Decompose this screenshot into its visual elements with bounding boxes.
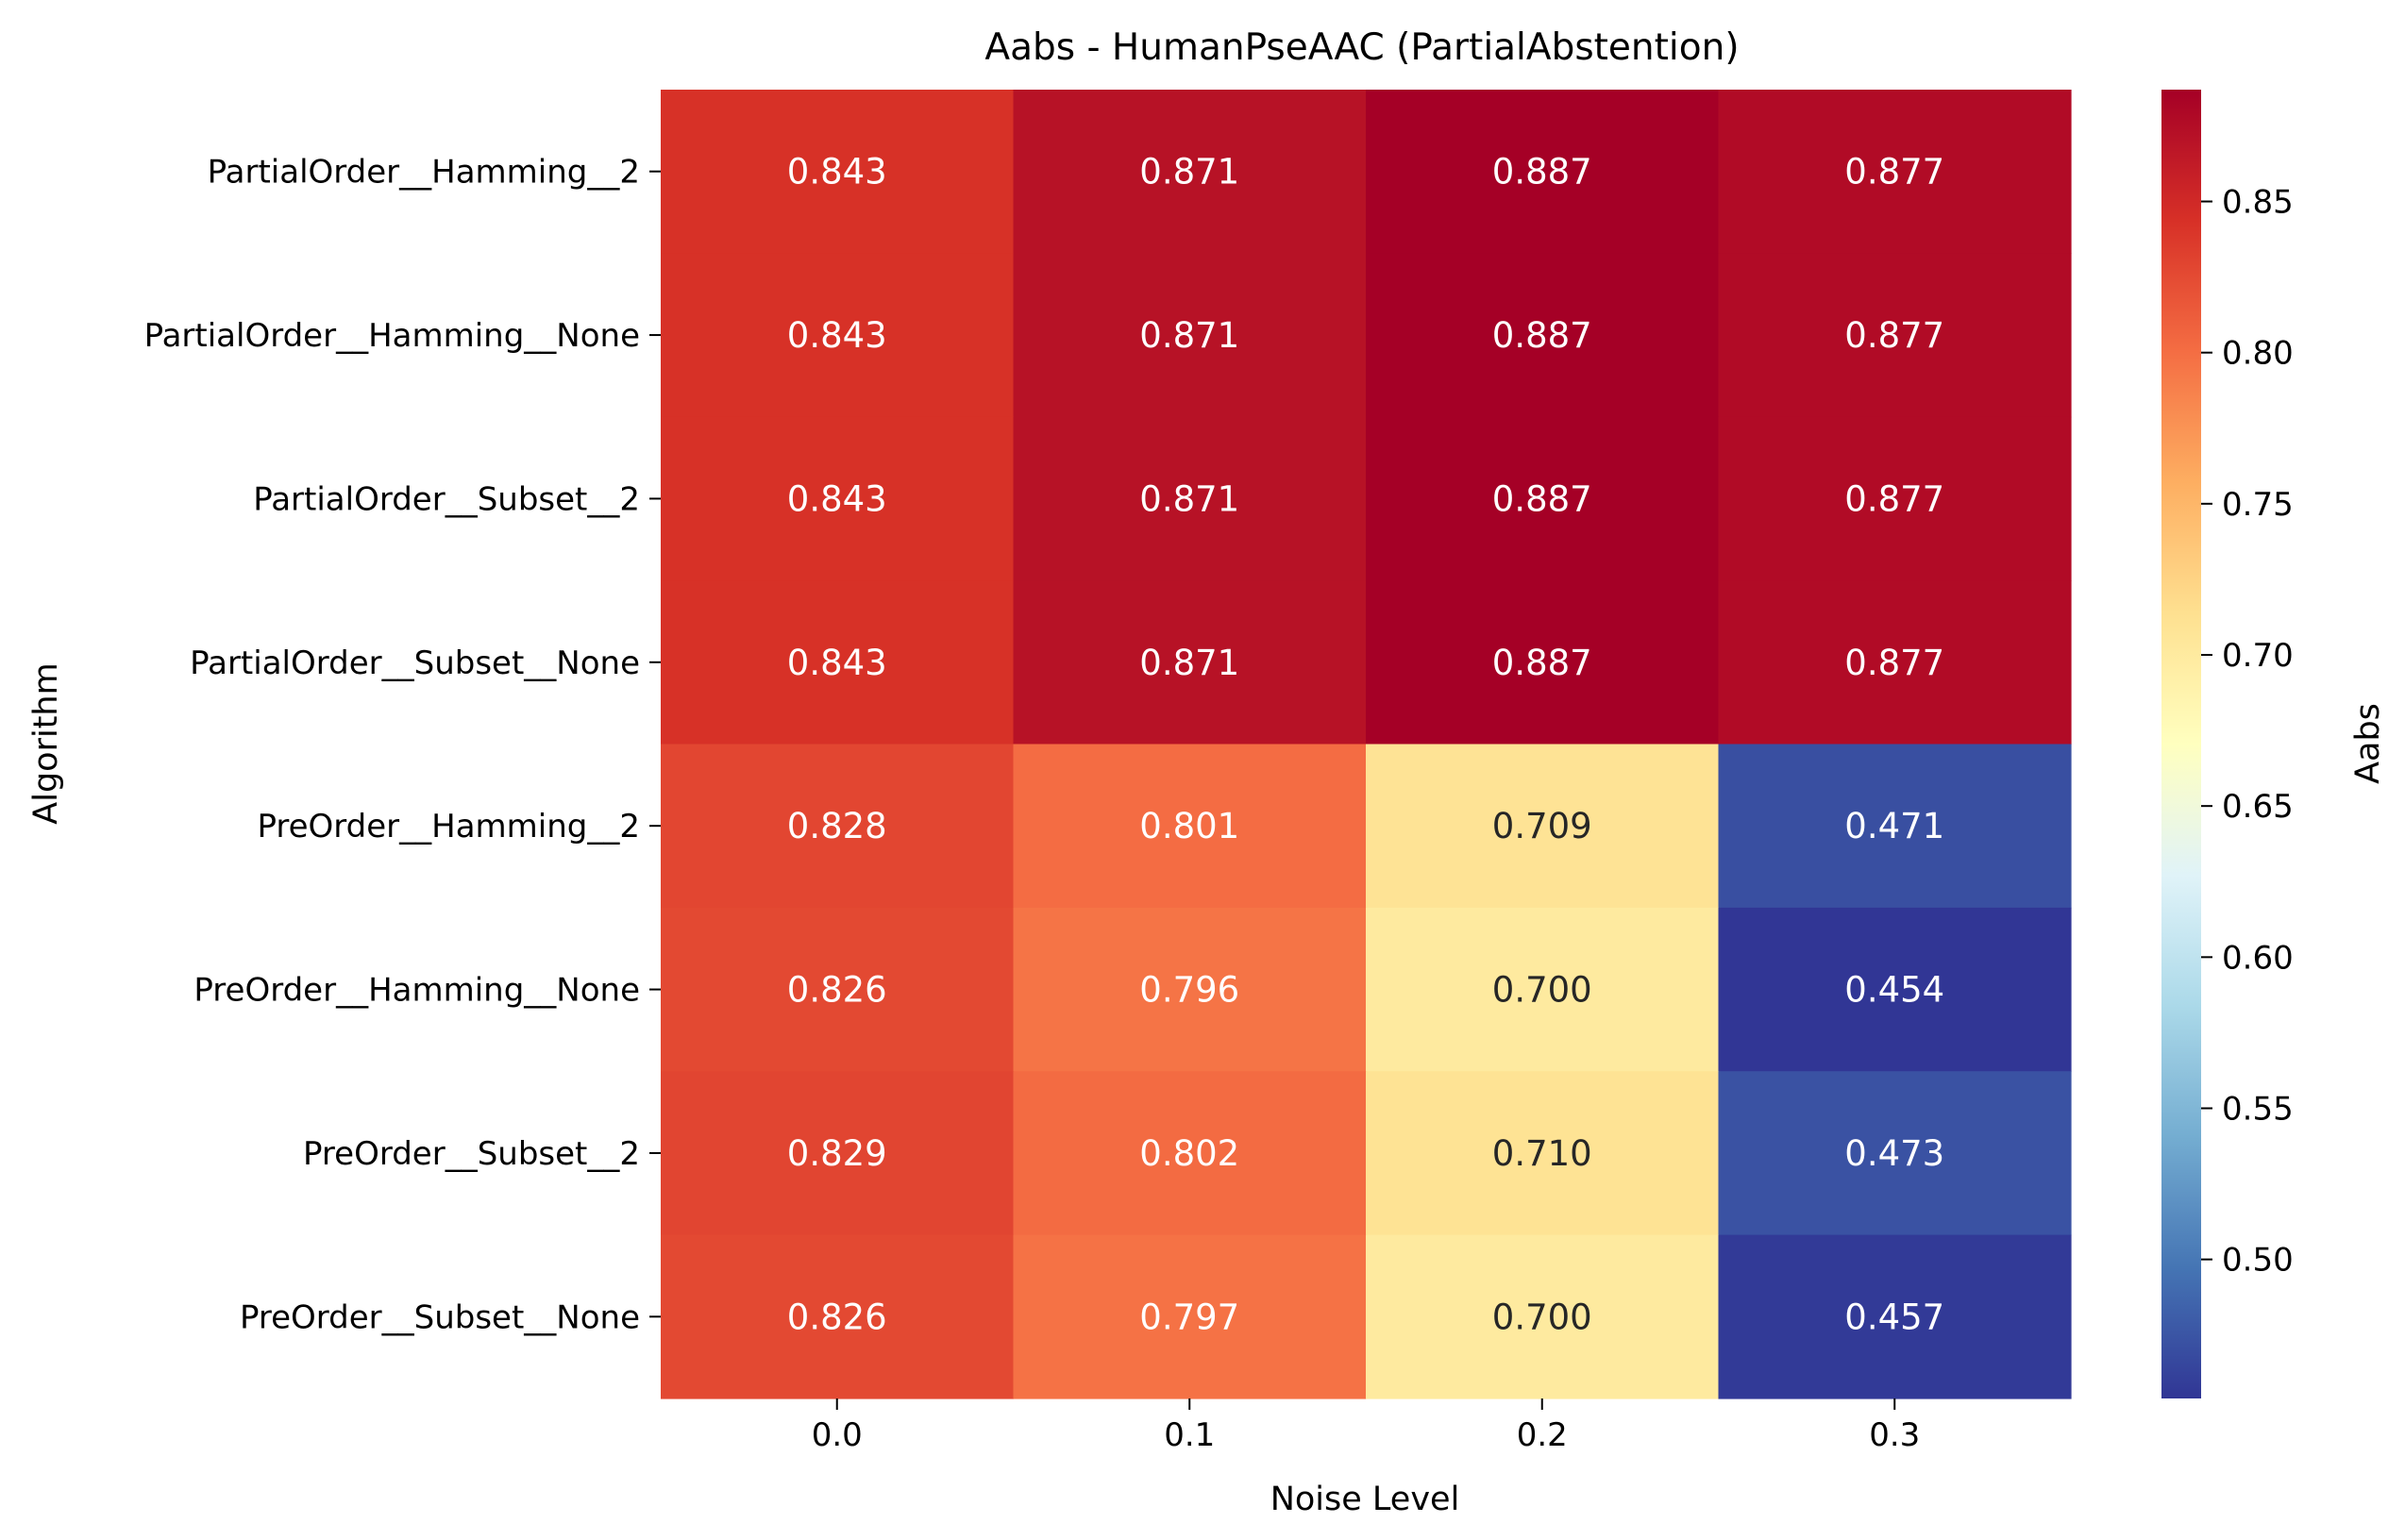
y-tick-label: PreOrder__Hamming__None [193, 972, 640, 1010]
heatmap-cell [1013, 580, 1367, 745]
cell-value-label: 0.887 [1492, 152, 1592, 192]
x-tick-label: 0.2 [1517, 1416, 1568, 1454]
colorbar-tick-label: 0.50 [2222, 1242, 2294, 1280]
heatmap-cell [1013, 1234, 1367, 1399]
y-axis-label: Algorithm [27, 662, 65, 824]
cell-value-label: 0.709 [1492, 806, 1592, 846]
heatmap-cell [1718, 90, 2072, 254]
cell-value-label: 0.877 [1844, 315, 1944, 356]
y-tick-label: PreOrder__Subset__2 [303, 1135, 640, 1173]
heatmap-cell [661, 253, 1015, 418]
x-tick-label: 0.1 [1164, 1416, 1215, 1454]
heatmap-cell [661, 744, 1015, 909]
cell-value-label: 0.801 [1139, 806, 1239, 846]
cell-value-label: 0.454 [1844, 970, 1944, 1011]
x-tick-label: 0.3 [1869, 1416, 1920, 1454]
heatmap-cell [1718, 580, 2072, 745]
heatmap-cell [661, 1234, 1015, 1399]
colorbar-tick-label: 0.60 [2222, 939, 2294, 977]
y-tick-label: PreOrder__Hamming__2 [257, 808, 640, 845]
cell-value-label: 0.887 [1492, 478, 1592, 519]
heatmap-cell [661, 907, 1015, 1072]
cell-value-label: 0.700 [1492, 970, 1592, 1011]
cell-value-label: 0.843 [787, 315, 887, 356]
heatmap-cell [1718, 416, 2072, 581]
heatmap-cell [1366, 1234, 1720, 1399]
cell-value-label: 0.826 [787, 1297, 887, 1337]
x-axis: 0.0 0.1 0.2 0.3 [812, 1398, 1920, 1454]
cell-value-label: 0.802 [1139, 1133, 1239, 1174]
cell-value-label: 0.843 [787, 478, 887, 519]
cell-value-label: 0.887 [1492, 643, 1592, 683]
x-axis-label: Noise Level [1270, 1481, 1460, 1518]
heatmap-cell [661, 1071, 1015, 1236]
heatmap-cell [1013, 907, 1367, 1072]
cell-value-label: 0.829 [787, 1133, 887, 1174]
heatmap-cell [1718, 253, 2072, 418]
cell-value-label: 0.871 [1139, 478, 1239, 519]
heatmap-cell [1366, 580, 1720, 745]
heatmap-cell [661, 416, 1015, 581]
colorbar-tick-label: 0.85 [2222, 184, 2294, 222]
cell-value-label: 0.473 [1844, 1133, 1944, 1174]
heatmap-cell-labels: 0.843 0.871 0.887 0.877 0.843 0.871 0.887 0.877… [787, 152, 1944, 1338]
y-tick-label: PartialOrder__Subset__2 [253, 480, 640, 518]
colorbar-tick-label: 0.65 [2222, 788, 2294, 826]
cell-value-label: 0.843 [787, 643, 887, 683]
y-tick-label: PartialOrder__Subset__None [190, 644, 640, 682]
heatmap-cell [1366, 416, 1720, 581]
y-axis: PartialOrder__Hamming__2 PartialOrder__Ha… [144, 154, 661, 1336]
cell-value-label: 0.796 [1139, 970, 1239, 1011]
heatmap-cell [1366, 253, 1720, 418]
colorbar-ticks: 0.50 0.55 0.60 0.65 0.70 0.75 0.80 0.85 [2201, 184, 2294, 1280]
colorbar-tick-label: 0.70 [2222, 637, 2294, 675]
cell-value-label: 0.871 [1139, 152, 1239, 192]
cell-value-label: 0.877 [1844, 643, 1944, 683]
heatmap-cell [1013, 416, 1367, 581]
heatmap-cell [1013, 744, 1367, 909]
cell-value-label: 0.843 [787, 152, 887, 192]
cell-value-label: 0.877 [1844, 478, 1944, 519]
colorbar-label: Aabs [2349, 703, 2387, 784]
colorbar-tick-label: 0.75 [2222, 486, 2294, 524]
heatmap-cell [1366, 1071, 1720, 1236]
heatmap-cell [661, 90, 1015, 254]
cell-value-label: 0.828 [787, 806, 887, 846]
y-tick-label: PreOrder__Subset__None [240, 1298, 640, 1336]
colorbar-tick-label: 0.80 [2222, 335, 2294, 373]
heatmap-cell [1718, 1071, 2072, 1236]
heatmap-cell [1366, 90, 1720, 254]
cell-value-label: 0.700 [1492, 1297, 1592, 1337]
colorbar [2161, 90, 2201, 1398]
cell-value-label: 0.457 [1844, 1297, 1944, 1337]
heatmap-cell [1718, 907, 2072, 1072]
heatmap-cell [1366, 907, 1720, 1072]
heatmap-cell [661, 580, 1015, 745]
heatmap-cell [1366, 744, 1720, 909]
heatmap-cell [1718, 1234, 2072, 1399]
heatmap-cell [1718, 744, 2072, 909]
cell-value-label: 0.826 [787, 970, 887, 1011]
heatmap-cell [1013, 253, 1367, 418]
x-tick-label: 0.0 [812, 1416, 863, 1454]
cell-value-label: 0.887 [1492, 315, 1592, 356]
heatmap-cells [661, 90, 2072, 1399]
cell-value-label: 0.471 [1844, 806, 1944, 846]
cell-value-label: 0.797 [1139, 1297, 1239, 1337]
y-tick-label: PartialOrder__Hamming__2 [208, 154, 640, 192]
heatmap-cell [1013, 90, 1367, 254]
cell-value-label: 0.871 [1139, 643, 1239, 683]
cell-value-label: 0.877 [1844, 152, 1944, 192]
chart-title: Aabs - HumanPseAAC (PartialAbstention) [984, 26, 1739, 69]
heatmap-cell [1013, 1071, 1367, 1236]
cell-value-label: 0.871 [1139, 315, 1239, 356]
colorbar-tick-label: 0.55 [2222, 1090, 2294, 1128]
y-tick-label: PartialOrder__Hamming__None [144, 317, 640, 355]
cell-value-label: 0.710 [1492, 1133, 1592, 1174]
